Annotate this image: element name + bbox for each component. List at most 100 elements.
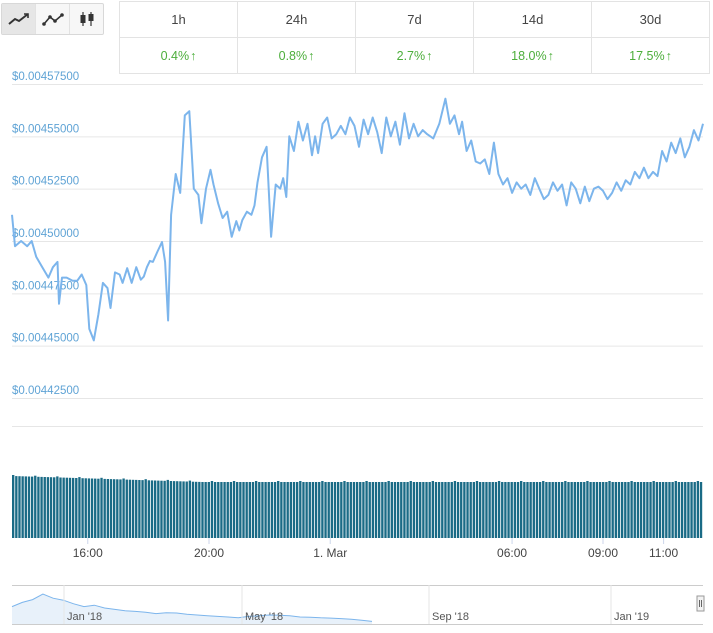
line-chart-button[interactable] xyxy=(2,4,36,34)
volume-bar xyxy=(510,482,513,538)
up-arrow-icon: ↑ xyxy=(547,48,554,63)
volume-bar xyxy=(422,482,425,538)
volume-bar xyxy=(289,482,293,538)
volume-bar xyxy=(633,482,636,538)
volume-bar xyxy=(665,482,668,538)
volume-bar xyxy=(226,482,229,538)
y-tick-label: $0.00450000 xyxy=(12,228,79,240)
volume-bar xyxy=(62,477,65,538)
volume-bar xyxy=(122,478,125,538)
volume-bar xyxy=(415,482,419,538)
volume-bar xyxy=(295,482,299,538)
volume-bar xyxy=(482,482,485,538)
volume-bar xyxy=(529,482,532,538)
volume-bar xyxy=(15,476,18,538)
volume-bar xyxy=(463,482,466,538)
volume-bar xyxy=(643,482,646,538)
volume-bar xyxy=(403,482,406,538)
volume-bar xyxy=(283,482,286,538)
volume-bar xyxy=(37,476,40,538)
volume-bar xyxy=(128,479,132,538)
volume-bar xyxy=(491,482,494,538)
volume-bar xyxy=(56,476,59,538)
volume-bar xyxy=(188,480,192,538)
volume-bar xyxy=(425,482,428,538)
volume-bar xyxy=(627,482,630,538)
volume-bar xyxy=(652,481,655,538)
volume-bar xyxy=(412,482,416,538)
volume-bar xyxy=(605,482,608,538)
volume-bar xyxy=(579,482,583,538)
volume-bar xyxy=(639,482,643,538)
volume-bar xyxy=(545,482,548,538)
chart-type-switcher xyxy=(1,3,104,35)
volume-bar xyxy=(220,482,223,538)
volume-bar xyxy=(267,482,270,538)
x-tick-label: 16:00 xyxy=(73,546,103,560)
volume-bar xyxy=(131,479,135,538)
price-line xyxy=(11,97,704,342)
volume-bar xyxy=(280,482,283,538)
volume-bar xyxy=(431,481,435,538)
navigator-label: Jan '19 xyxy=(614,611,649,623)
navigator-label: Jan '18 xyxy=(67,611,102,623)
period-label[interactable]: 30d xyxy=(591,1,710,38)
volume-bar xyxy=(393,482,397,538)
volume-bar xyxy=(567,482,570,538)
volume-bar xyxy=(668,482,671,538)
volume-bar xyxy=(314,482,318,538)
volume-bar xyxy=(381,482,384,538)
volume-bar xyxy=(185,481,188,538)
volume-bar xyxy=(516,482,520,538)
volume-bar xyxy=(371,482,375,538)
price-chart[interactable]: $0.00457500 $0.00455000 $0.00452500 $0.0045… xyxy=(0,70,713,633)
up-arrow-icon: ↑ xyxy=(426,48,433,63)
volume-bar xyxy=(258,482,261,538)
volume-bar xyxy=(390,482,393,538)
volume-bar xyxy=(598,482,602,538)
period-label[interactable]: 1h xyxy=(119,1,238,38)
up-arrow-icon: ↑ xyxy=(308,48,315,63)
volume-bar xyxy=(469,482,472,538)
volume-bars xyxy=(12,475,703,538)
volume-bar xyxy=(444,482,447,538)
volume-bar xyxy=(210,481,214,538)
volume-bar xyxy=(343,481,346,538)
navigator[interactable]: Jan '18 May '18 Sep '18 Jan '19 xyxy=(11,585,705,625)
volume-bar xyxy=(318,482,321,538)
period-label[interactable]: 7d xyxy=(355,1,474,38)
volume-bar xyxy=(106,479,110,538)
volume-bar xyxy=(21,476,24,538)
volume-bar xyxy=(213,482,217,538)
volume-bar xyxy=(538,482,542,538)
volume-bar xyxy=(687,482,690,538)
volume-bar xyxy=(84,478,87,538)
scroll-handle-icon[interactable] xyxy=(696,595,705,612)
volume-bar xyxy=(138,480,141,538)
volume-bar xyxy=(532,482,535,538)
volume-bar xyxy=(324,482,327,538)
navigator-line xyxy=(11,593,373,622)
volume-bar xyxy=(441,482,444,538)
volume-bar xyxy=(169,481,173,538)
candlestick-chart-button[interactable] xyxy=(70,4,103,34)
volume-bar xyxy=(396,482,400,538)
volume-bar xyxy=(561,482,564,538)
change-value: 18.0%↑ xyxy=(473,37,592,74)
volume-bar xyxy=(677,482,681,538)
volume-bar xyxy=(264,482,267,538)
volume-bar xyxy=(475,481,479,538)
volume-bar xyxy=(488,482,491,538)
volume-bar xyxy=(460,482,463,538)
dotted-line-chart-button[interactable] xyxy=(36,4,70,34)
volume-bar xyxy=(466,482,469,538)
volume-bar xyxy=(419,482,422,538)
volume-bar xyxy=(611,482,614,538)
period-label[interactable]: 24h xyxy=(237,1,356,38)
x-axis-ticks: 16:00 20:00 1. Mar 06:00 09:00 11:00 xyxy=(73,538,678,560)
volume-bar xyxy=(277,481,280,538)
volume-bar xyxy=(378,482,381,538)
volume-bar xyxy=(34,475,37,538)
change-value: 17.5%↑ xyxy=(591,37,710,74)
period-label[interactable]: 14d xyxy=(473,1,592,38)
